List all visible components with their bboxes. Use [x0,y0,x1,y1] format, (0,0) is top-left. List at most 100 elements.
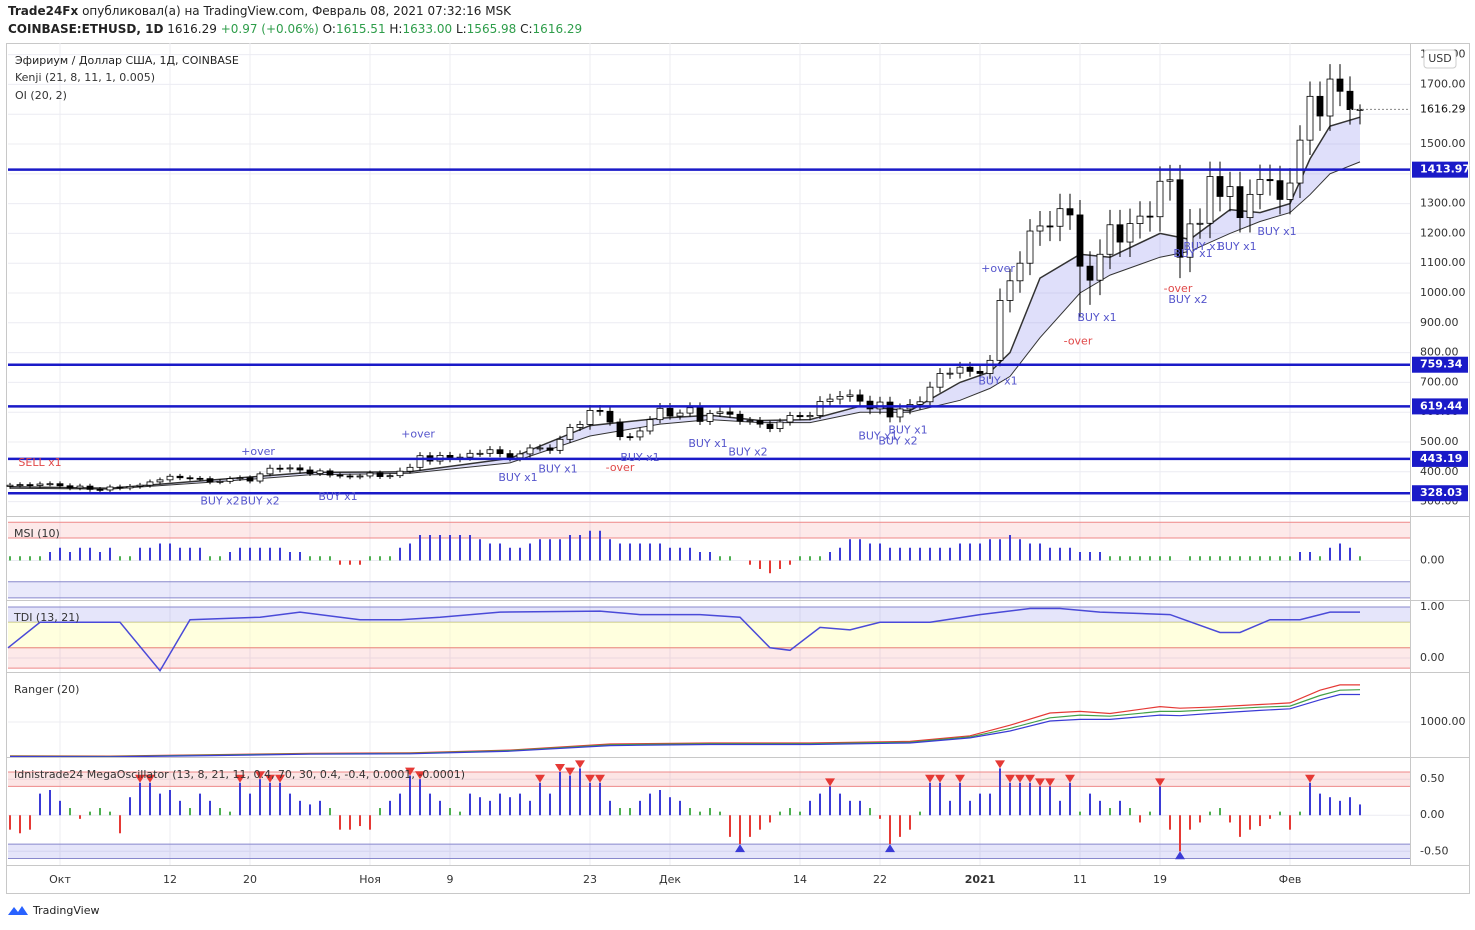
candle-body [666,407,674,417]
y-tick-label: 1100.00 [1420,256,1466,269]
candle-body [416,455,424,468]
signal-label: SELL x1 [18,456,61,469]
panel-title: MSI (10) [14,527,60,540]
x-tick-label: 22 [873,873,887,886]
candle-body [926,386,934,403]
candle-body [626,436,634,439]
candle-body [1076,214,1084,267]
candle-body [656,407,664,421]
x-tick-label: 20 [243,873,257,886]
y-tick-label: 500.00 [1420,435,1459,448]
candle-body [146,481,154,486]
signal-label: +over [241,445,275,458]
level-label: 328.03 [1420,486,1462,499]
level-label: 1413.97 [1420,163,1470,176]
candle-body [1066,208,1074,216]
x-tick-label: 19 [1153,873,1167,886]
candle-body [1256,179,1264,195]
level-label: 759.34 [1420,358,1463,371]
currency-button[interactable] [1423,49,1457,69]
candle-body [1096,253,1104,281]
candle-body [746,420,754,422]
sell-signal [1005,774,1015,783]
candle-body [716,411,724,414]
candle-body [476,452,484,455]
sell-signal [935,774,945,783]
published: опубликовал(а) на TradingView.com, Февра… [82,4,512,18]
candle-body [846,394,854,397]
y-tick-label: 1200.00 [1420,226,1466,239]
sell-signal [255,771,265,780]
panel-title: Idnistrade24 MegaOscillator (13, 8, 21, … [14,768,465,781]
sell-signal [135,774,145,783]
candle-body [766,423,774,429]
sell-signal [265,774,275,783]
axis-layer: Окт1220Ноя923Дек142220211119Фев300.00400… [6,43,1470,917]
y-tick-label: -0.50 [1420,844,1448,857]
candle-body [1156,180,1164,218]
x-tick-label: Ноя [359,873,381,886]
signal-label: BUY x2 [200,495,239,508]
x-tick-label: Окт [49,873,71,886]
level-label-bg [1412,485,1468,502]
level-label: 619.44 [1420,399,1463,412]
candle-body [886,401,894,418]
frame [6,43,1470,894]
indicator-line [9,693,1360,758]
candle-body [1106,224,1114,255]
candle-body [496,449,504,455]
signal-label: BUY x1 [620,451,659,464]
y-tick-label: 0.00 [1420,651,1445,664]
signal-label: BUY x1 [688,437,727,450]
candle-body [826,398,834,402]
sell-signal [925,774,935,783]
candle-body [916,401,924,405]
signal-label: BUY x1 [1183,240,1222,253]
x-tick-label: 14 [793,873,807,886]
signal-label: +over [981,262,1015,275]
candle-body [706,412,714,422]
y-tick-label: 1000.00 [1420,715,1466,728]
candle-body [1236,186,1244,219]
kenji-fill [10,117,1360,490]
candle-body [896,408,904,418]
y-tick-label: 1500.00 [1420,137,1466,150]
candle-body [506,453,514,459]
x-tick-label: Фев [1279,873,1302,886]
signal-label: BUY x2 [240,495,279,508]
signal-label: BUY x1 [888,424,927,437]
candle-body [136,484,144,487]
candle-body [696,407,704,422]
candle-body [1166,179,1174,182]
band [8,844,1410,859]
candle-body [866,400,874,410]
y-tick-label: 0.00 [1420,808,1445,821]
candle-body [1276,180,1284,200]
candle-body [106,486,114,491]
x-tick-label: 11 [1073,873,1087,886]
y-tick-label: 400.00 [1420,465,1459,478]
level-label-bg [1412,450,1468,467]
candle-body [856,394,864,402]
band [8,647,1410,669]
sell-signal [405,767,415,776]
x-tick-label: 23 [583,873,597,886]
candle-body [676,412,684,417]
sell-signal [555,763,565,772]
candle-body [176,475,184,479]
band [8,522,1410,538]
indicator-line [7,607,1360,673]
candle-body [726,411,734,415]
sell-signal [1305,774,1315,783]
indicator-line [9,689,1361,758]
candle-body [1016,262,1024,282]
brand-name: TradingView [32,904,99,917]
brand-logo [8,906,28,915]
candle-body [636,430,644,438]
candle-body [66,485,74,489]
x-tick-label: 12 [163,873,177,886]
sell-signal [1025,774,1035,783]
candle-body [26,484,34,487]
panel-title: Ranger (20) [14,683,79,696]
